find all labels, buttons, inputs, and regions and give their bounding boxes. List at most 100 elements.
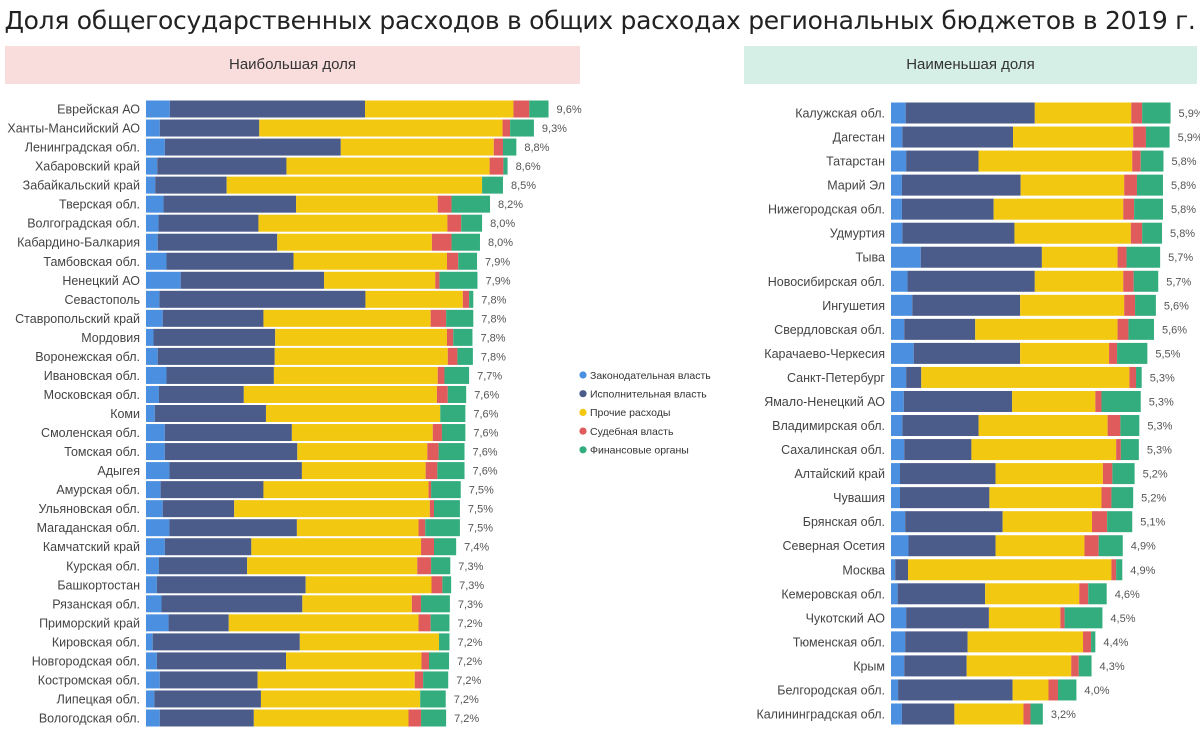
bar-segment: [453, 328, 473, 346]
value-label: 5,7%: [1166, 276, 1191, 288]
bar-segment: [146, 366, 167, 384]
bar-segment: [340, 138, 494, 156]
category-label: Ульяновская обл.: [38, 502, 140, 516]
bar-segment: [430, 614, 450, 632]
bar-segment: [146, 462, 170, 480]
bar-segment: [451, 195, 491, 213]
bar-segment: [1120, 439, 1139, 461]
value-label: 7,9%: [485, 256, 510, 268]
bar-segment: [146, 614, 169, 632]
value-label: 7,8%: [481, 294, 506, 306]
bar-segment: [146, 481, 161, 499]
value-label: 7,2%: [457, 618, 482, 630]
bar-segment: [899, 487, 990, 509]
bar-segment: [168, 614, 229, 632]
category-label: Хабаровский край: [35, 160, 140, 174]
bar-segment: [513, 100, 530, 118]
value-label: 7,5%: [468, 523, 493, 535]
bar-segment: [157, 233, 278, 251]
bar-segment: [260, 690, 421, 708]
value-label: 5,3%: [1149, 396, 1174, 408]
bar-segment: [891, 583, 898, 605]
bar-segment: [1041, 246, 1118, 268]
bar-segment: [437, 366, 445, 384]
panel-header-largest: Наибольшая доля: [5, 46, 580, 84]
value-label: 4,4%: [1103, 637, 1128, 649]
chart-title: Доля общегосударственных расходов в общи…: [4, 6, 1196, 35]
bar-segment: [277, 233, 432, 251]
bar-segment: [159, 709, 254, 727]
bar-segment: [146, 214, 159, 232]
bar-segment: [891, 655, 905, 677]
value-label: 4,3%: [1100, 661, 1125, 673]
bar-segment: [1117, 342, 1148, 364]
category-label: Рязанская обл.: [52, 597, 140, 611]
bar-segment: [891, 198, 902, 220]
bar-segment: [431, 481, 461, 499]
bar-segment: [1120, 415, 1140, 437]
bar-segment: [146, 424, 165, 442]
bar-segment: [302, 595, 412, 613]
bar-segment: [1095, 390, 1102, 412]
bar-segment: [891, 318, 905, 340]
bar-segment: [146, 557, 159, 575]
bar-segment: [296, 519, 419, 537]
value-label: 7,5%: [468, 504, 493, 516]
value-label: 4,9%: [1130, 565, 1155, 577]
bar-segment: [432, 424, 442, 442]
bar-segment: [905, 102, 1035, 124]
category-label: Коми: [110, 407, 140, 421]
category-label: Брянская обл.: [803, 515, 885, 529]
bar-segment: [891, 174, 902, 196]
bar-segment: [428, 652, 450, 670]
category-label: Белгородская обл.: [777, 683, 885, 697]
bar-segment: [427, 443, 439, 461]
value-label: 4,9%: [1131, 541, 1156, 553]
category-label: Ингушетия: [822, 299, 885, 313]
category-label: Смоленская обл.: [41, 426, 140, 440]
value-label: 7,2%: [454, 694, 479, 706]
bar-segment: [908, 535, 996, 557]
bar-segment: [891, 222, 903, 244]
bar-segment: [907, 270, 1035, 292]
bar-segment: [146, 633, 153, 651]
value-label: 7,2%: [457, 656, 482, 668]
legend-label: Финансовые органы: [590, 445, 689, 457]
bar-segment: [418, 614, 431, 632]
bar-segment: [146, 309, 163, 327]
category-label: Ямало-Ненецкий АО: [764, 395, 885, 409]
bar-segment: [891, 679, 899, 701]
bar-segment: [146, 500, 163, 518]
bar-segment: [146, 690, 155, 708]
bar-segment: [1002, 511, 1093, 533]
bar-segment: [469, 290, 474, 308]
bar-segment: [1084, 535, 1099, 557]
bar-segment: [446, 328, 454, 346]
bar-segment: [905, 511, 1003, 533]
bar-segment: [493, 138, 503, 156]
bar-segment: [1020, 174, 1125, 196]
category-label: Чукотский АО: [806, 611, 886, 625]
value-label: 5,2%: [1143, 469, 1168, 481]
bar-segment: [293, 252, 447, 270]
bar-segment: [985, 583, 1080, 605]
bar-segment: [891, 366, 907, 388]
bar-segment: [1132, 150, 1141, 172]
bar-segment: [906, 607, 989, 629]
bar-segment: [1136, 174, 1163, 196]
bar-segment: [1136, 366, 1142, 388]
bar-segment: [146, 328, 154, 346]
bar-segment: [457, 347, 473, 365]
bar-segment: [1133, 270, 1159, 292]
bar-segment: [908, 559, 1112, 581]
bar-segment: [529, 100, 549, 118]
bar-segment: [1013, 126, 1134, 148]
category-label: Ленинградская обл.: [25, 141, 140, 155]
bar-segment: [446, 309, 474, 327]
panel-header-smallest: Наименьшая доля: [744, 46, 1197, 84]
bar-segment: [152, 633, 300, 651]
bar-segment: [891, 270, 908, 292]
value-label: 5,6%: [1164, 300, 1189, 312]
value-label: 8,2%: [498, 199, 523, 211]
